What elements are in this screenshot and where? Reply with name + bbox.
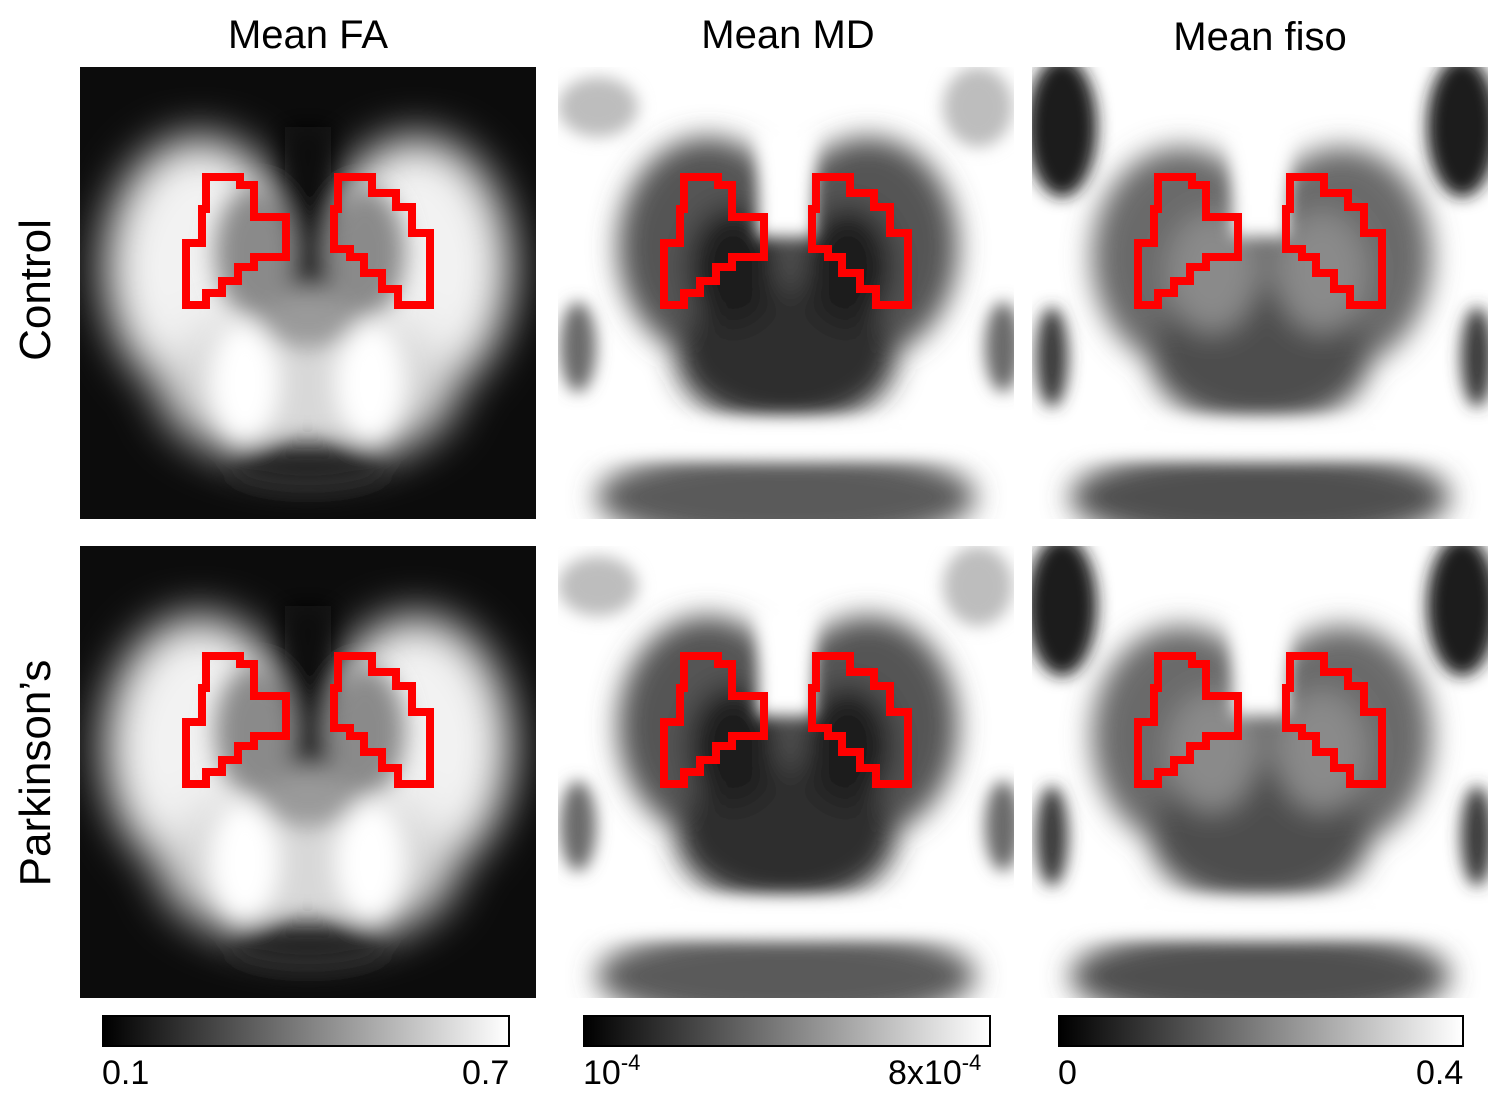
colorbar-md-max-exp: -4 [961,1050,982,1075]
panel-control-fiso [1032,67,1488,519]
roi-left [660,173,768,309]
colorbar-md-max-base: 8x10 [888,1054,962,1092]
panel-parkinsons-md [558,546,1014,998]
roi-right [808,652,912,788]
panel-parkinsons-fiso [1032,546,1488,998]
colorbar-md-min-exp: -4 [620,1050,641,1075]
roi-outlines [1134,173,1386,309]
roi-right [330,173,434,309]
roi-right [1282,173,1386,309]
colorbar-fiso-max-label: 0.4 [1416,1054,1464,1092]
colorbar-md [583,1015,991,1047]
colorbar-md-min-label: 10-4 [583,1052,640,1094]
column-title-md: Mean MD [701,13,875,57]
colorbar-fiso-min-label: 0 [1058,1054,1077,1092]
roi-outlines [660,173,912,309]
roi-left [1134,173,1242,309]
roi-outlines [660,652,912,788]
panel-control-md [558,67,1014,519]
roi-left [660,652,768,788]
column-title-fiso: Mean fiso [1173,15,1347,59]
roi-outlines [182,173,434,309]
colorbar-fa-max-label: 0.7 [462,1054,510,1092]
roi-left [1134,652,1242,788]
roi-outlines [182,652,434,788]
panel-parkinsons-fa [80,546,536,998]
colorbar-fiso [1058,1015,1464,1047]
roi-right [1282,652,1386,788]
panel-control-fa [80,67,536,519]
column-title-fa: Mean FA [227,13,389,57]
roi-right [808,173,912,309]
colorbar-md-min-base: 10 [583,1054,621,1092]
row-label-parkinsons: Parkinson’s [11,659,60,886]
roi-outlines [1134,652,1386,788]
colorbar-md-max-label: 8x10-4 [888,1052,981,1094]
roi-right [330,652,434,788]
row-label-control: Control [11,219,60,361]
colorbar-fa [102,1015,510,1047]
roi-left [182,652,290,788]
colorbar-fa-min-label: 0.1 [102,1054,150,1092]
roi-left [182,173,290,309]
